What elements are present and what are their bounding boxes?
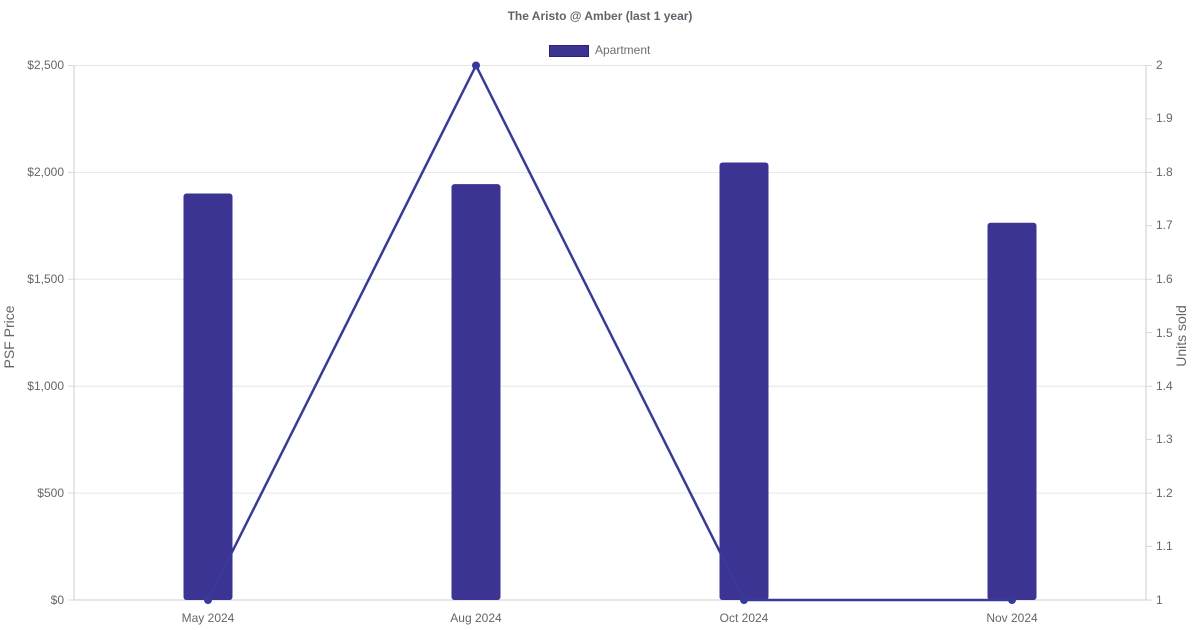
svg-text:Units sold: Units sold	[1173, 305, 1189, 366]
svg-text:$500: $500	[37, 486, 64, 500]
svg-text:1.9: 1.9	[1156, 111, 1173, 125]
svg-text:1: 1	[1156, 593, 1163, 607]
svg-text:PSF Price: PSF Price	[1, 305, 17, 368]
svg-text:1.8: 1.8	[1156, 165, 1173, 179]
svg-text:1.4: 1.4	[1156, 379, 1173, 393]
svg-text:May 2024: May 2024	[182, 611, 235, 625]
svg-text:1.2: 1.2	[1156, 486, 1173, 500]
svg-text:1.3: 1.3	[1156, 432, 1173, 446]
svg-text:1.6: 1.6	[1156, 272, 1173, 286]
svg-text:1.5: 1.5	[1156, 326, 1173, 340]
svg-text:Oct 2024: Oct 2024	[720, 611, 769, 625]
svg-text:1.1: 1.1	[1156, 539, 1173, 553]
svg-text:$2,000: $2,000	[27, 165, 64, 179]
svg-text:Nov 2024: Nov 2024	[986, 611, 1038, 625]
svg-text:$1,500: $1,500	[27, 272, 64, 286]
svg-text:Aug 2024: Aug 2024	[450, 611, 502, 625]
svg-text:$1,000: $1,000	[27, 379, 64, 393]
svg-text:$2,500: $2,500	[27, 58, 64, 72]
svg-text:2: 2	[1156, 58, 1163, 72]
svg-text:$0: $0	[51, 593, 65, 607]
svg-text:1.7: 1.7	[1156, 218, 1173, 232]
